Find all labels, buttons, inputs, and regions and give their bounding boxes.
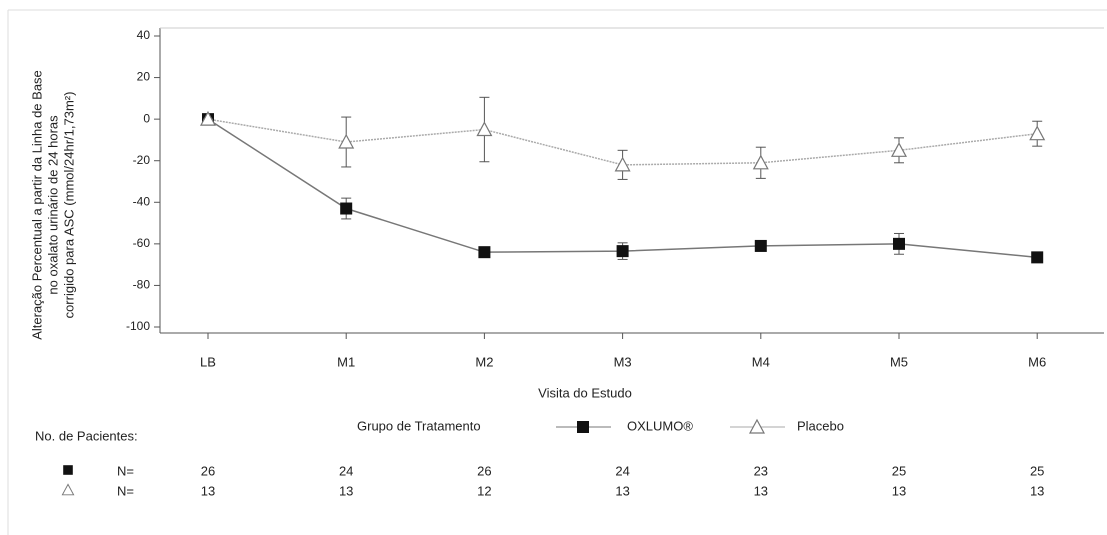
point bbox=[616, 245, 629, 258]
y-tick-label: -80 bbox=[133, 278, 151, 292]
patient-count: 26 bbox=[201, 463, 215, 478]
y-tick-label: -40 bbox=[133, 194, 151, 208]
y-tick-label: -60 bbox=[133, 236, 151, 250]
point bbox=[340, 202, 353, 215]
point bbox=[614, 156, 631, 172]
point bbox=[754, 239, 767, 252]
patient-count: 24 bbox=[615, 463, 629, 478]
point bbox=[338, 133, 355, 149]
patient-count: 25 bbox=[1030, 463, 1044, 478]
x-tick-label: M3 bbox=[614, 354, 632, 369]
patient-count: 13 bbox=[1030, 483, 1044, 498]
point bbox=[476, 121, 493, 137]
patient-count: 26 bbox=[477, 463, 491, 478]
point bbox=[752, 154, 769, 170]
x-axis-label: Visita do Estudo bbox=[538, 385, 632, 400]
point bbox=[1029, 125, 1046, 141]
point bbox=[199, 110, 217, 126]
patients-title: No. de Pacientes: bbox=[35, 428, 138, 443]
y-tick-label: -100 bbox=[126, 319, 150, 333]
y-axis-label: Alteração Percentual a partir da Linha d… bbox=[29, 70, 44, 340]
patient-count: 13 bbox=[339, 483, 353, 498]
legend-marker bbox=[577, 421, 589, 433]
patient-count: 25 bbox=[892, 463, 906, 478]
y-tick-label: 40 bbox=[137, 28, 151, 42]
x-tick-label: M6 bbox=[1028, 354, 1046, 369]
patient-count: 24 bbox=[339, 463, 353, 478]
x-tick-label: LB bbox=[200, 354, 216, 369]
y-tick-label: -20 bbox=[133, 153, 151, 167]
patient-count: 12 bbox=[477, 483, 491, 498]
patient-count: 23 bbox=[754, 463, 768, 478]
legend-marker bbox=[748, 418, 766, 434]
row-label: N= bbox=[117, 483, 134, 498]
point bbox=[893, 237, 905, 250]
row-label: N= bbox=[117, 463, 134, 478]
x-tick-label: M4 bbox=[752, 354, 770, 369]
legend-title: Grupo de Tratamento bbox=[357, 418, 481, 433]
x-tick-label: M1 bbox=[337, 354, 355, 369]
row-marker bbox=[61, 483, 75, 496]
y-tick-label: 0 bbox=[143, 111, 150, 125]
row-marker bbox=[63, 465, 73, 475]
legend-label: OXLUMO® bbox=[627, 418, 693, 433]
patient-count: 13 bbox=[892, 483, 906, 498]
point bbox=[1031, 251, 1044, 264]
legend-label: Placebo bbox=[797, 418, 844, 433]
x-tick-label: M5 bbox=[890, 354, 908, 369]
patient-count: 13 bbox=[201, 483, 215, 498]
y-axis-label: no oxalato urinário de 24 horas bbox=[45, 115, 60, 295]
point bbox=[478, 246, 491, 259]
y-axis-label: corrigido para ASC (mmol/24hr/1,73m²) bbox=[61, 92, 76, 319]
patient-count: 13 bbox=[754, 483, 768, 498]
x-tick-label: M2 bbox=[475, 354, 493, 369]
y-tick-label: 20 bbox=[137, 70, 151, 84]
patient-count: 13 bbox=[615, 483, 629, 498]
point bbox=[890, 142, 908, 157]
